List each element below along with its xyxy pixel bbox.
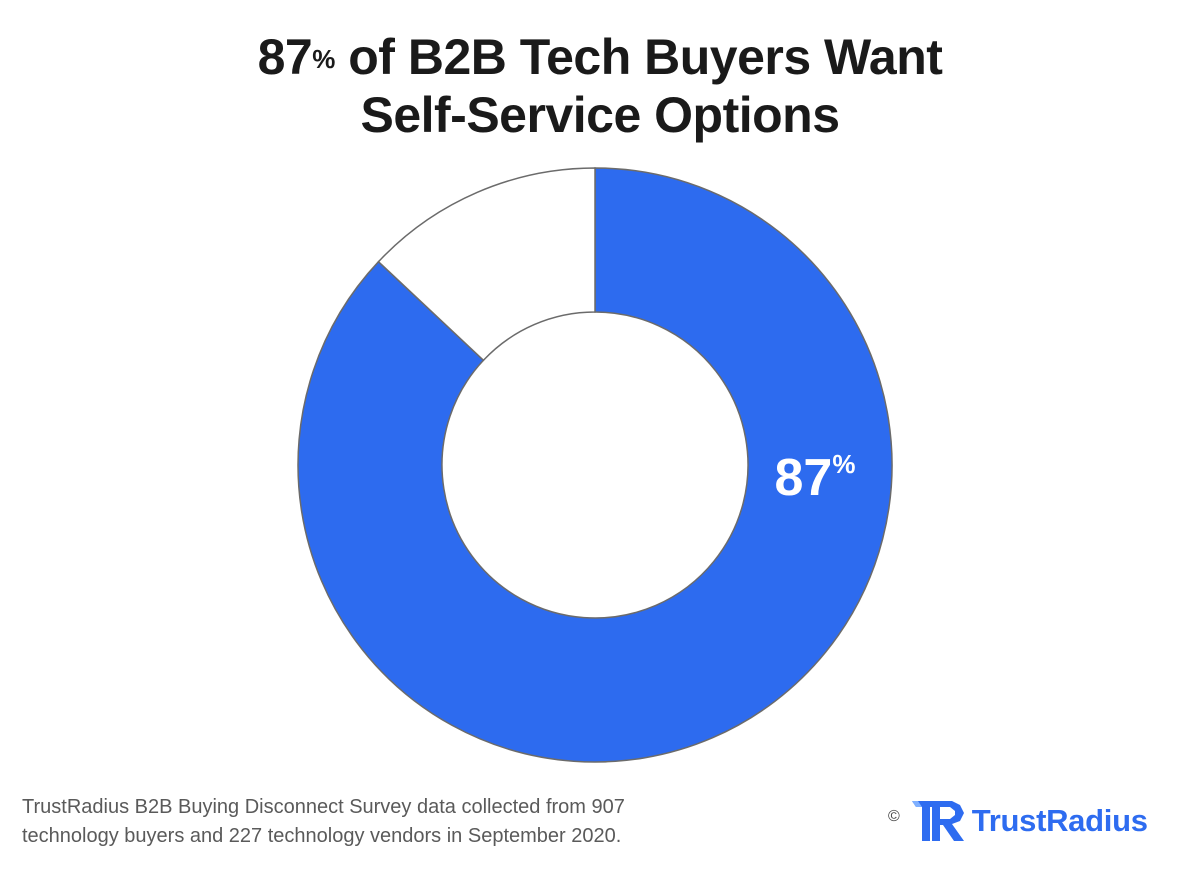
slice-data-label: 87% — [775, 449, 856, 507]
title-number: 87 — [257, 29, 313, 85]
source-footnote: TrustRadius B2B Buying Disconnect Survey… — [22, 793, 722, 851]
brand-block: © TrustRadius — [888, 796, 1148, 846]
footnote-line-1: TrustRadius B2B Buying Disconnect Survey… — [22, 796, 625, 818]
donut-slice-1 — [297, 167, 893, 763]
chart-title-line-2: Self-Service Options — [360, 87, 840, 143]
trustradius-logo-icon — [911, 801, 964, 841]
donut-slice-2 — [377, 167, 596, 362]
copyright-symbol: © — [888, 808, 900, 825]
title-line-1-rest: of B2B Tech Buyers Want — [334, 29, 943, 85]
title-percent-sign: % — [312, 44, 335, 74]
slice-data-label-suffix: % — [832, 449, 855, 479]
footnote-line-2: technology buyers and 227 technology ven… — [22, 825, 622, 847]
slice-data-label-number: 87 — [775, 449, 833, 507]
chart-title-line-1: 87% of B2B Tech Buyers Want — [0, 28, 1200, 86]
chart-title: 87% of B2B Tech Buyers Want Self-Service… — [0, 28, 1200, 144]
brand-name: TrustRadius — [971, 803, 1148, 838]
